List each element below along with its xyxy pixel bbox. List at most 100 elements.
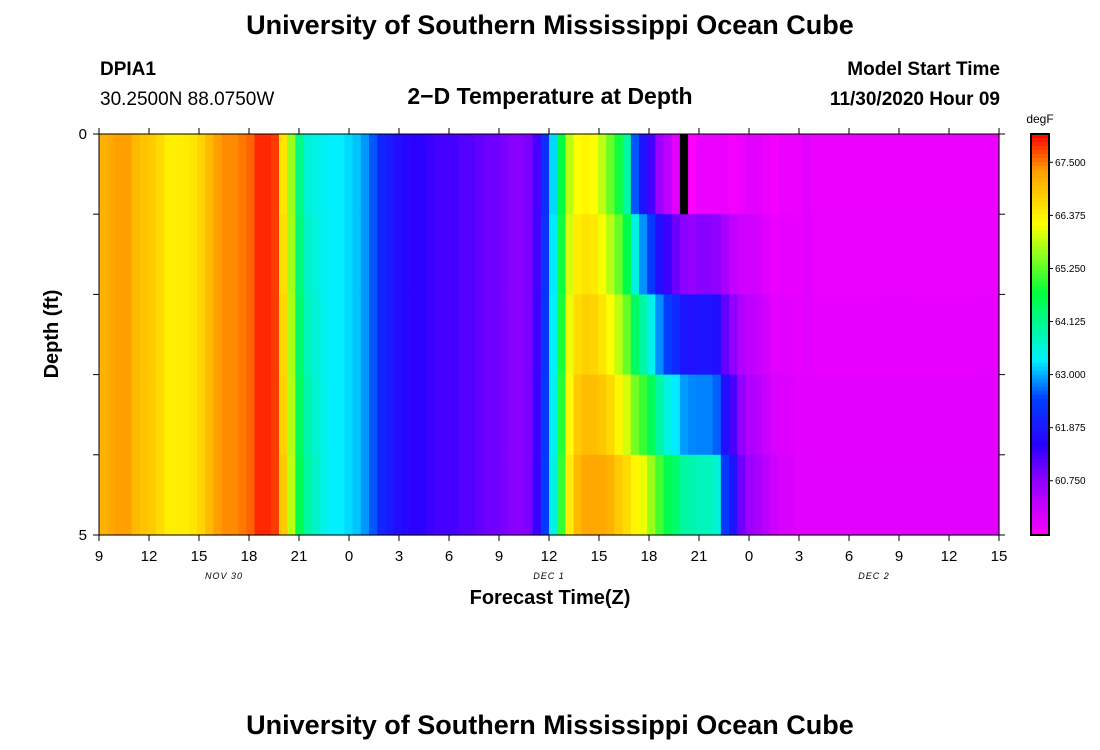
- colorbar-segment: [1031, 310, 1049, 316]
- heatmap-cell: [990, 134, 1000, 215]
- colorbar-segment: [1031, 154, 1049, 159]
- colorbar-segment: [1031, 362, 1049, 368]
- heatmap-cell: [491, 214, 501, 295]
- heatmap-cell: [614, 454, 624, 536]
- heatmap-cell: [786, 134, 796, 215]
- heatmap-cell: [974, 214, 984, 295]
- colorbar-segment: [1031, 222, 1049, 227]
- heatmap-cell: [663, 454, 673, 536]
- heatmap-cell: [409, 454, 419, 536]
- heatmap-cell: [107, 374, 116, 456]
- heatmap-cell: [679, 294, 689, 376]
- heatmap-cell: [655, 214, 665, 295]
- colorbar-segment: [1031, 174, 1049, 179]
- colorbar-segment: [1031, 190, 1049, 195]
- colorbar-segment: [1031, 438, 1049, 444]
- heatmap-cell: [614, 134, 624, 215]
- heatmap-cell: [614, 374, 624, 456]
- heatmap-cell: [491, 454, 501, 536]
- heatmap-cell: [540, 134, 550, 215]
- heatmap-cell: [508, 294, 517, 376]
- heatmap-cell: [164, 294, 174, 376]
- colorbar-segment: [1031, 294, 1049, 300]
- heatmap-cell: [819, 134, 828, 215]
- heatmap-cell: [262, 134, 272, 215]
- heatmap-cell: [819, 214, 828, 295]
- heatmap-cell: [688, 294, 697, 376]
- colorbar-segment: [1031, 342, 1049, 348]
- heatmap-cell: [254, 294, 264, 376]
- heatmap-cell: [630, 374, 640, 456]
- colorbar-segment: [1031, 150, 1049, 155]
- heatmap-cell: [123, 374, 133, 456]
- heatmap-cell: [589, 454, 599, 536]
- heatmap-cell: [598, 214, 607, 295]
- heatmap-cell: [900, 134, 910, 215]
- heatmap-cell: [213, 294, 223, 376]
- heatmap-cell: [336, 214, 346, 295]
- colorbar-segment: [1031, 470, 1049, 476]
- heatmap-cell: [434, 214, 444, 295]
- heatmap-cell: [909, 134, 918, 215]
- heatmap-cell: [655, 374, 665, 456]
- colorbar-segment: [1031, 286, 1049, 291]
- heatmap-cell: [295, 134, 305, 215]
- heatmap-cell: [810, 374, 820, 456]
- heatmap-cell: [729, 134, 738, 215]
- heatmap-cell: [115, 134, 125, 215]
- heatmap-cell: [671, 454, 681, 536]
- colorbar-segment: [1031, 482, 1049, 488]
- heatmap-cell: [663, 214, 673, 295]
- colorbar-segment: [1031, 478, 1049, 484]
- heatmap-cell: [262, 214, 272, 295]
- heatmap-cell: [295, 294, 305, 376]
- heatmap-cell: [859, 134, 869, 215]
- heatmap-cell: [786, 374, 796, 456]
- heatmap-cell: [262, 374, 272, 456]
- heatmap-cell: [532, 134, 542, 215]
- heatmap-cell: [499, 454, 509, 536]
- colorbar-segment: [1031, 530, 1049, 536]
- heatmap-cell: [270, 214, 280, 295]
- heatmap-cell: [704, 134, 714, 215]
- heatmap-cell: [639, 374, 648, 456]
- heatmap-cell: [148, 214, 157, 295]
- heatmap-cell: [369, 214, 378, 295]
- colorbar-segment: [1031, 146, 1049, 151]
- heatmap-cell: [778, 374, 787, 456]
- heatmap-cell: [941, 374, 951, 456]
- heatmap-cell: [279, 374, 288, 456]
- heatmap-cell: [933, 214, 943, 295]
- heatmap-cell: [540, 454, 550, 536]
- heatmap-cell: [131, 134, 141, 215]
- colorbar-segment: [1031, 298, 1049, 304]
- colorbar-segment: [1031, 390, 1049, 396]
- heatmap-cell: [123, 454, 133, 536]
- heatmap-cell: [630, 294, 640, 376]
- heatmap-cell: [499, 374, 509, 456]
- heatmap-cell: [786, 294, 796, 376]
- heatmap-cell: [238, 294, 247, 376]
- heatmap-cell: [802, 294, 812, 376]
- heatmap-cell: [663, 374, 673, 456]
- colorbar-segment: [1031, 486, 1049, 492]
- colorbar-segment: [1031, 230, 1049, 235]
- heatmap-cell: [295, 374, 305, 456]
- heatmap-cell: [246, 294, 256, 376]
- colorbar-segment: [1031, 290, 1049, 295]
- heatmap-cell: [360, 214, 370, 295]
- heatmap-cell: [107, 294, 116, 376]
- heatmap-cell: [679, 214, 689, 295]
- colorbar-segment: [1031, 278, 1049, 283]
- heatmap-cell: [884, 454, 894, 536]
- heatmap-cell: [925, 134, 935, 215]
- colorbar-segment: [1031, 426, 1049, 432]
- heatmap-cell: [360, 134, 370, 215]
- heatmap-cell: [949, 214, 959, 295]
- heatmap-cell: [622, 454, 632, 536]
- heatmap-cell: [982, 294, 992, 376]
- heatmap-cell: [532, 214, 542, 295]
- heatmap-cell: [958, 374, 967, 456]
- heatmap-cell: [508, 454, 517, 536]
- heatmap-cell: [630, 214, 640, 295]
